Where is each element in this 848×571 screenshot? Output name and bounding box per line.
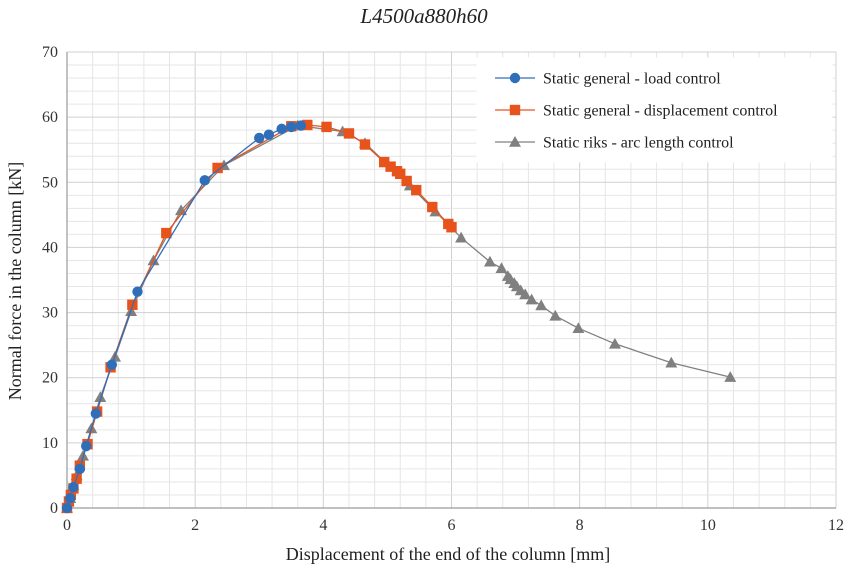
y-tick-label: 20 — [42, 370, 58, 387]
data-point — [455, 231, 468, 243]
legend-marker — [509, 136, 521, 147]
data-point — [263, 129, 275, 140]
data-point — [132, 286, 143, 297]
legend-marker — [509, 104, 521, 116]
data-point — [359, 139, 371, 150]
x-tick-label: 0 — [63, 517, 71, 534]
data-point — [254, 132, 265, 144]
data-point — [74, 463, 86, 475]
series-circle — [61, 120, 307, 514]
data-point — [446, 222, 457, 233]
data-point — [572, 322, 585, 333]
data-point — [411, 184, 422, 196]
x-tick-label: 8 — [576, 517, 584, 534]
y-tick-label: 70 — [42, 44, 58, 61]
data-point — [106, 359, 118, 370]
legend-label: Static general - displacement control — [543, 103, 778, 120]
legend-marker — [509, 72, 521, 84]
data-point — [427, 201, 438, 213]
data-point — [385, 161, 396, 172]
data-point — [379, 156, 390, 168]
data-point — [321, 121, 332, 133]
data-point — [94, 391, 107, 403]
data-point — [68, 481, 79, 493]
data-point — [90, 408, 102, 419]
x-tick-label: 10 — [700, 517, 716, 534]
data-point — [175, 204, 188, 216]
data-point — [608, 337, 621, 349]
y-tick-label: 60 — [42, 109, 58, 126]
grid — [66, 51, 837, 509]
y-tick-label: 0 — [50, 500, 58, 517]
data-point — [343, 128, 355, 139]
data-point — [495, 262, 508, 274]
chart-title: L4500a880h60 — [360, 4, 488, 28]
data-point — [665, 356, 678, 368]
data-point — [535, 299, 548, 311]
legend-label: Static riks - arc length control — [543, 135, 734, 152]
legend-box — [476, 57, 833, 163]
legend-label: Static general - load control — [543, 71, 721, 88]
x-tick-label: 6 — [448, 517, 456, 534]
y-tick-label: 40 — [42, 239, 58, 256]
data-point — [65, 493, 76, 504]
data-point — [519, 288, 532, 300]
data-point — [395, 168, 406, 180]
data-point — [199, 175, 210, 186]
axes: 0 2 4 6 8 10 12 0 10 20 30 40 50 60 70 — [42, 44, 844, 534]
y-axis-label: Normal force in the column [kN] — [5, 162, 25, 400]
data-point — [161, 227, 172, 239]
data-point — [549, 309, 562, 321]
x-tick-label: 4 — [319, 517, 327, 534]
y-tick-label: 10 — [42, 435, 58, 452]
data-point — [61, 502, 73, 514]
data-point — [525, 293, 538, 305]
legend: Static general - load control Static gene… — [476, 57, 833, 163]
data-point — [286, 121, 297, 133]
y-tick-label: 30 — [42, 305, 58, 322]
y-tick-label: 50 — [42, 174, 58, 191]
data-point — [724, 371, 737, 382]
data-point — [302, 119, 313, 131]
x-axis-label: Displacement of the end of the column [m… — [286, 544, 610, 564]
data-point — [276, 123, 287, 135]
x-tick-label: 12 — [828, 517, 844, 534]
data-point — [295, 120, 307, 131]
data-point — [81, 440, 92, 452]
x-tick-label: 2 — [191, 517, 199, 534]
data-point — [401, 175, 412, 187]
series-square — [61, 119, 457, 514]
series-layer — [61, 119, 737, 514]
data-point — [212, 162, 223, 174]
series-line — [66, 124, 301, 509]
data-point — [483, 255, 496, 267]
